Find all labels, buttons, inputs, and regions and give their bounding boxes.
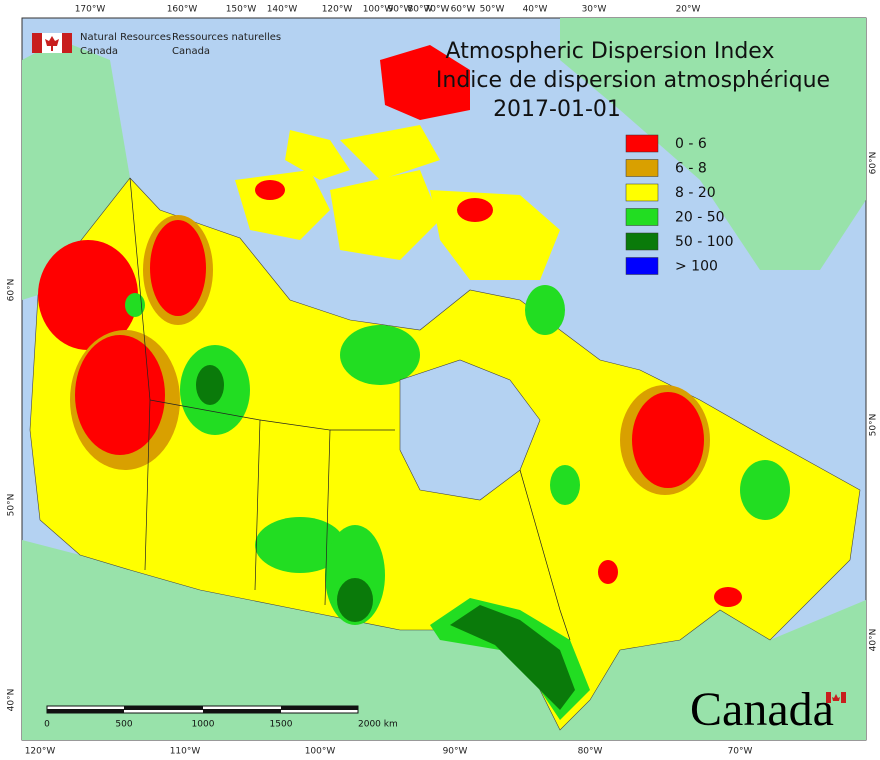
graticule-label: 100°W [305, 747, 336, 757]
scale-segment [281, 706, 358, 710]
maple-leaf [832, 694, 840, 701]
date: 2017-01-01 [493, 97, 621, 122]
graticule-label: 100°W [363, 5, 394, 15]
agency-fr: Ressources naturelles [172, 32, 281, 43]
agency-en: Canada [80, 46, 118, 57]
title: Atmospheric Dispersion Index [446, 39, 775, 64]
scale-label: 500 [115, 720, 132, 730]
graticule-label: 150°W [226, 5, 257, 15]
scale-label: 1500 [270, 720, 293, 730]
graticule-label: 50°N [869, 414, 879, 437]
legend-swatch [625, 232, 659, 251]
index-zone [75, 335, 165, 455]
borders [129, 177, 571, 641]
index-zone [340, 325, 420, 385]
graticule-label: 30°W [582, 5, 607, 15]
legend-swatch [625, 257, 659, 275]
legend: 0 - 6 6 - 8 8 - 20 20 - 50 50 - 100 > 100 [625, 134, 734, 275]
agency-fr: Canada [172, 46, 210, 57]
border [519, 469, 571, 641]
index-zone [714, 587, 742, 607]
graticule-label: 60°W [451, 5, 476, 15]
alaska [22, 40, 130, 300]
graticule-label: 40°N [869, 629, 879, 652]
canada-wordmark: Canada [690, 683, 834, 736]
legend-swatch [625, 208, 659, 226]
graticule-label: 80°W [578, 747, 603, 757]
graticule-label: 40°W [523, 5, 548, 15]
index-zone [457, 198, 493, 222]
flag-bar [62, 33, 72, 53]
legend-swatch [625, 134, 659, 153]
index-zone [740, 460, 790, 520]
graticule-label: 80°W [408, 5, 433, 15]
index-zone [550, 465, 580, 505]
scale-label: 2000 km [358, 720, 398, 730]
index-zone [255, 180, 285, 200]
maple-leaf [45, 36, 59, 51]
graticule-label: 120°W [322, 5, 353, 15]
arctic-island [330, 170, 440, 260]
legend-swatch [625, 159, 659, 177]
arctic-island [340, 125, 440, 180]
index-zone [150, 220, 206, 316]
index-zone [337, 578, 373, 622]
legend-label: > 100 [675, 259, 718, 275]
graticule-label: 50°N [7, 494, 17, 517]
graticule-label: 70°W [425, 5, 450, 15]
arctic-island [285, 130, 350, 180]
graticule-label: 60°N [869, 152, 879, 175]
scale-label: 1000 [192, 720, 215, 730]
index-zone [125, 293, 145, 317]
index-zone [38, 240, 138, 350]
title: Indice de dispersion atmosphérique [436, 68, 830, 93]
index-zone [255, 517, 345, 573]
flag-bar [841, 692, 846, 703]
legend-label: 50 - 100 [675, 234, 734, 250]
graticule-label: 170°W [75, 5, 106, 15]
graticule-label: 90°W [388, 5, 413, 15]
legend-label: 6 - 8 [675, 161, 707, 177]
graticule-label: 110°W [170, 747, 201, 757]
legend-label: 0 - 6 [675, 136, 707, 152]
scale-bar [46, 705, 359, 714]
flag-bar [32, 33, 42, 53]
index-zone [598, 560, 618, 584]
graticule-label: 140°W [267, 5, 298, 15]
scale-segment [124, 706, 203, 710]
graticule-label: 70°W [728, 747, 753, 757]
graticule-label: 160°W [167, 5, 198, 15]
wordmark-flag [826, 692, 846, 703]
flag-bar [826, 692, 831, 703]
gov-flag [32, 33, 72, 53]
graticule-label: 90°W [443, 747, 468, 757]
index-zone [450, 605, 575, 710]
ellesmere-island [380, 45, 470, 120]
index-zone [196, 365, 224, 405]
graticule-label: 20°W [676, 5, 701, 15]
graticule-label: 60°N [7, 279, 17, 302]
agency-en: Natural Resources [80, 32, 171, 43]
index-zone [525, 285, 565, 335]
legend-swatch [625, 183, 659, 202]
graticule-label: 120°W [25, 747, 56, 757]
graticule-label: 50°W [480, 5, 505, 15]
legend-label: 20 - 50 [675, 210, 725, 226]
index-zone [632, 392, 704, 488]
scale-segment [47, 709, 124, 713]
scale-segment [203, 709, 281, 713]
scale-label: 0 [44, 720, 50, 730]
legend-label: 8 - 20 [675, 185, 716, 201]
greenland [560, 18, 866, 270]
graticule-label: 40°N [7, 689, 17, 712]
